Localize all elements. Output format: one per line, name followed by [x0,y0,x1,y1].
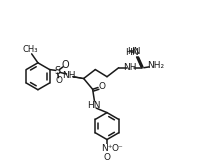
Text: S: S [55,66,61,76]
Text: O: O [61,60,69,70]
Text: NH: NH [62,71,76,80]
Text: O: O [98,82,105,91]
Text: O⁻: O⁻ [112,144,124,153]
Text: CH₃: CH₃ [22,45,38,54]
Text: O: O [55,76,62,85]
Text: N⁺: N⁺ [101,144,113,153]
Text: H: H [125,48,132,57]
Text: N: N [131,48,138,57]
Text: NH: NH [123,63,137,72]
Text: HN: HN [87,101,100,110]
Text: O: O [104,153,110,160]
Polygon shape [73,76,84,79]
Text: HN: HN [127,47,141,56]
Text: NH₂: NH₂ [147,61,164,70]
